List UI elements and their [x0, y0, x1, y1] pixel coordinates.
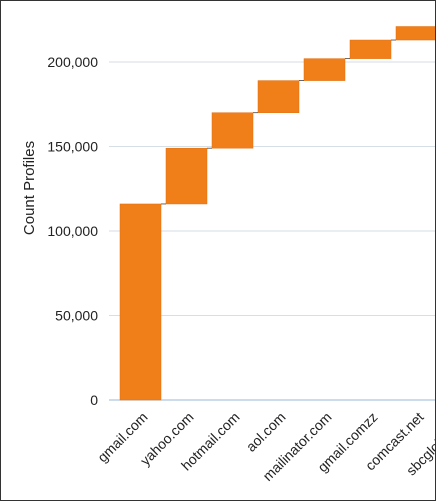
- bar-yahoo-com[interactable]: [165, 147, 208, 205]
- bar-comcast-net[interactable]: [395, 26, 436, 41]
- bar-gmail-comzz[interactable]: [349, 39, 392, 59]
- connectors: [161, 39, 396, 205]
- y-tick-label: 50,000: [55, 308, 98, 324]
- bars: [119, 26, 436, 401]
- y-axis-ticks: 0 50,000 100,000 150,000 200,000: [47, 54, 98, 408]
- y-tick-label: 100,000: [47, 223, 98, 239]
- y-tick-label: 0: [90, 392, 98, 408]
- bar-aol-com[interactable]: [257, 80, 300, 113]
- gridlines: [109, 61, 435, 401]
- y-axis-title: Count Profiles: [21, 141, 38, 235]
- x-tick-label: aol.com: [243, 409, 289, 455]
- bar-mailinator-com[interactable]: [303, 58, 346, 81]
- y-tick-label: 200,000: [47, 54, 98, 70]
- bar-gmail-com[interactable]: [119, 203, 162, 401]
- bar-hotmail-com[interactable]: [211, 112, 254, 149]
- y-tick-label: 150,000: [47, 139, 98, 155]
